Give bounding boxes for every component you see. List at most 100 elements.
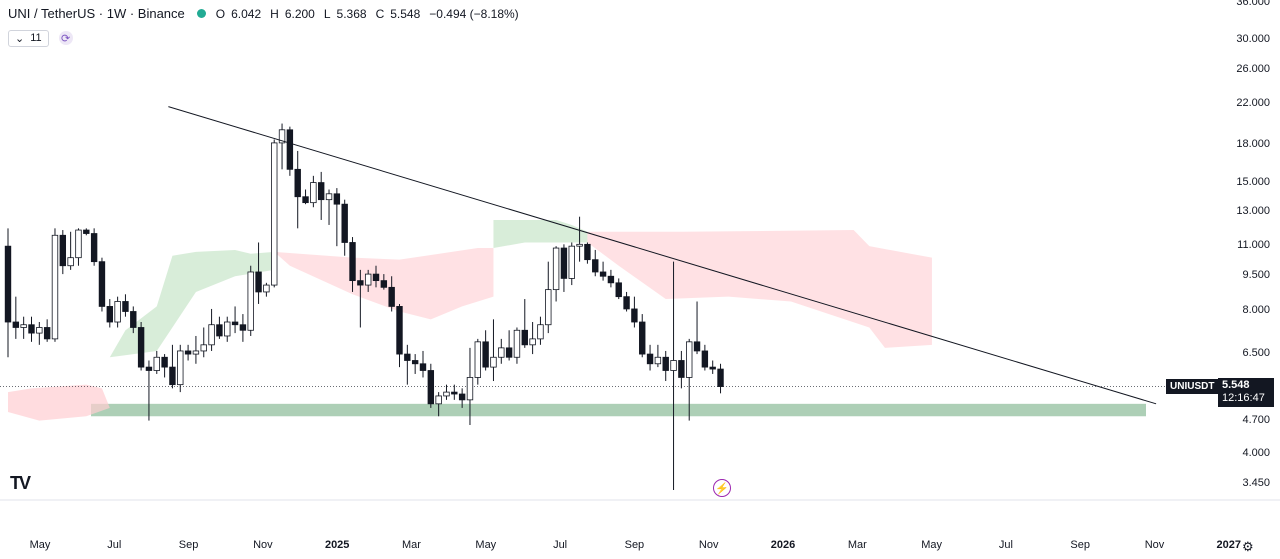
cloud-bull (109, 249, 275, 358)
candle-body (607, 275, 615, 284)
change-value: −0.494 (−8.18%) (429, 6, 519, 21)
candle-body (59, 234, 67, 267)
candle-body (169, 366, 176, 386)
candle-body (701, 350, 709, 368)
indicators-toggle-button[interactable]: ⌄ 11 (8, 29, 49, 47)
candle-body (247, 271, 254, 331)
candle-body (130, 311, 137, 328)
indicator-count: 11 (30, 32, 42, 44)
candle-body (404, 353, 411, 361)
candle-body (419, 363, 427, 371)
candle-body (106, 306, 113, 323)
candle-body (568, 245, 575, 279)
candle-body (28, 324, 35, 334)
candle-body (498, 347, 505, 358)
candle-body (36, 327, 43, 334)
time-axis-tick: Nov (698, 539, 719, 551)
time-axis-tick: Mar (847, 539, 867, 551)
candle-body (411, 360, 419, 365)
indicator-controls: ⌄ 11 ⟳ (8, 29, 73, 47)
candle-body (584, 243, 591, 261)
candle-body (43, 327, 51, 340)
candle-body (599, 271, 607, 277)
candle-body (177, 350, 184, 386)
bar-countdown: 12:16:47 (1222, 392, 1265, 404)
price-axis-tick: 18.000 (1236, 138, 1270, 151)
candle-body (552, 247, 560, 291)
candle-body (317, 182, 325, 201)
candle-body (631, 308, 638, 323)
symbol-price-label: UNIUSDT (1166, 379, 1219, 394)
candle-body (208, 324, 215, 346)
low-value: 5.368 (336, 6, 367, 21)
candle-body (693, 341, 701, 352)
price-axis-tick: 6.500 (1242, 347, 1270, 360)
candle-body (646, 353, 654, 365)
price-axis-tick: 4.700 (1242, 413, 1270, 426)
candle-body (482, 341, 489, 368)
candle-body (521, 329, 528, 346)
time-axis-tick: 2027 (1216, 539, 1242, 551)
candle-body (310, 182, 317, 204)
time-axis-tick: Mar (402, 539, 421, 551)
time-axis-tick: 2025 (324, 539, 350, 551)
open-value: 6.042 (231, 6, 262, 21)
candle-body (12, 321, 20, 328)
candle-body (686, 341, 693, 378)
candle-body (560, 247, 568, 279)
last-price-tag: 5.548 12:16:47 (1218, 378, 1274, 407)
candle-body (435, 395, 442, 405)
candle-body (224, 321, 231, 337)
candle-body (396, 306, 403, 355)
candle-body (670, 360, 677, 371)
tradingview-logo[interactable]: TV (10, 473, 31, 493)
refresh-icon[interactable]: ⟳ (58, 31, 73, 45)
lightning-icon[interactable]: ⚡ (713, 479, 731, 497)
high-label: H (270, 6, 279, 21)
candle-body (349, 242, 356, 282)
symbol-title[interactable]: UNI / TetherUS · 1W · Binance (8, 6, 185, 21)
candle-body (709, 366, 716, 370)
time-axis-tick: May (921, 539, 942, 551)
time-axis-tick: Jul (553, 539, 568, 551)
candle-body (122, 301, 129, 312)
candle-body (83, 229, 90, 234)
candle-body (145, 366, 153, 371)
candle-body (98, 261, 106, 307)
price-axis-tick: 3.450 (1242, 477, 1270, 489)
time-axis-tick: May (29, 539, 51, 551)
cloud-bear (8, 384, 110, 421)
candle-body (231, 321, 239, 326)
gear-icon[interactable]: ⚙ (1242, 539, 1254, 554)
candle-body (357, 280, 364, 286)
price-axis-tick: 13.000 (1236, 204, 1270, 217)
candle-body (286, 129, 294, 170)
price-axis-tick: 26.000 (1236, 62, 1270, 75)
candle-body (545, 289, 552, 326)
close-value: 5.548 (390, 6, 421, 21)
close-label: C (375, 6, 385, 21)
market-status-icon (196, 9, 206, 18)
open-label: O (215, 6, 226, 21)
candle-body (4, 245, 12, 323)
candle-body (615, 282, 622, 298)
candle-body (325, 193, 333, 201)
candle-body (513, 329, 521, 358)
candle-body (458, 393, 466, 401)
candle-body (114, 301, 121, 323)
candle-body (333, 193, 341, 205)
time-axis-tick: Nov (1144, 539, 1165, 551)
candle-body (137, 327, 145, 368)
time-axis-tick: Nov (253, 539, 273, 551)
chart-legend: UNI / TetherUS · 1W · Binance O 6.042 H 6.… (8, 6, 522, 21)
price-axis-tick: 22.000 (1236, 97, 1270, 109)
candle-body (537, 324, 544, 340)
cloud-bull (493, 219, 588, 249)
time-axis-tick: Sep (1070, 539, 1090, 551)
candle-body (216, 324, 223, 337)
candle-body (364, 273, 372, 286)
candle-body (90, 233, 98, 263)
trendline (168, 106, 1157, 405)
